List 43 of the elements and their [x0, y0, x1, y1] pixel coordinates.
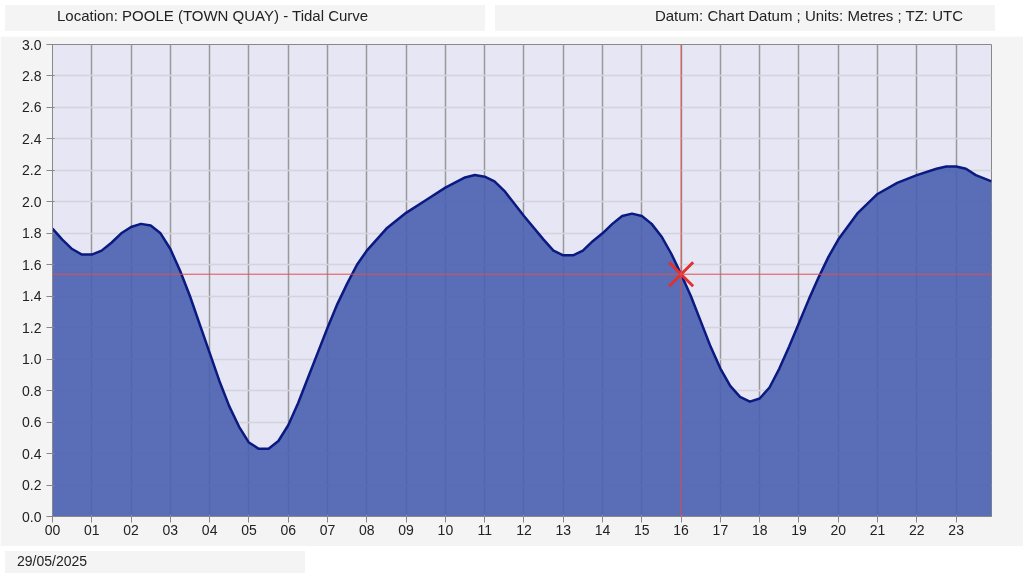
x-tick-label: 23	[948, 521, 965, 538]
y-tick-label: 2.6	[22, 99, 42, 116]
chart-subtitle: Datum: Chart Datum ; Units: Metres ; TZ: UTC	[654, 6, 963, 26]
x-tick-label: 21	[869, 521, 886, 538]
x-tick-label: 00	[44, 521, 61, 538]
chart-title: Location: POOLE (TOWN QUAY) - Tidal Curve	[57, 6, 369, 26]
x-tick-label: 17	[712, 521, 729, 538]
y-tick-label: 1.6	[22, 256, 42, 273]
x-tick-label: 18	[751, 521, 768, 538]
x-tick-label: 03	[162, 521, 179, 538]
x-tick-label: 05	[241, 521, 257, 538]
x-tick-label: 15	[634, 521, 650, 538]
y-tick-label: 1.8	[22, 225, 42, 242]
x-tick-label: 02	[123, 521, 140, 538]
x-tick-label: 11	[477, 521, 493, 538]
y-tick-label: 2.4	[22, 130, 42, 147]
x-tick-label: 12	[516, 521, 532, 538]
x-tick-label: 04	[201, 521, 218, 538]
x-tick-label: 06	[280, 521, 297, 538]
y-tick-label: 0.0	[22, 508, 42, 525]
y-tick-label: 2.2	[22, 162, 42, 179]
x-tick-label: 08	[359, 521, 375, 538]
y-tick-label: 1.4	[22, 288, 42, 305]
y-tick-label: 2.8	[22, 67, 42, 84]
text: 29/05/2025	[17, 552, 88, 571]
x-tick-label: 19	[791, 521, 807, 538]
x-tick-label: 07	[319, 521, 336, 538]
x-tick-label: 13	[555, 521, 572, 538]
y-tick-label: 1.2	[22, 319, 42, 336]
y-tick-label: 0.6	[22, 414, 42, 431]
x-tick-label: 09	[398, 521, 415, 538]
x-tick-label: 16	[673, 521, 690, 538]
x-tick-label: 20	[830, 521, 847, 538]
x-tick-label: 14	[594, 521, 611, 538]
y-tick-label: 2.0	[22, 193, 42, 210]
x-tick-label: 01	[84, 521, 100, 538]
y-tick-label: 0.8	[22, 382, 42, 399]
y-tick-label: 0.2	[22, 477, 42, 494]
y-tick-label: 1.0	[22, 351, 42, 368]
y-tick-label: 0.4	[22, 445, 42, 462]
x-tick-label: 22	[909, 521, 925, 538]
y-tick-label: 3.0	[22, 36, 42, 53]
x-tick-label: 10	[437, 521, 454, 538]
